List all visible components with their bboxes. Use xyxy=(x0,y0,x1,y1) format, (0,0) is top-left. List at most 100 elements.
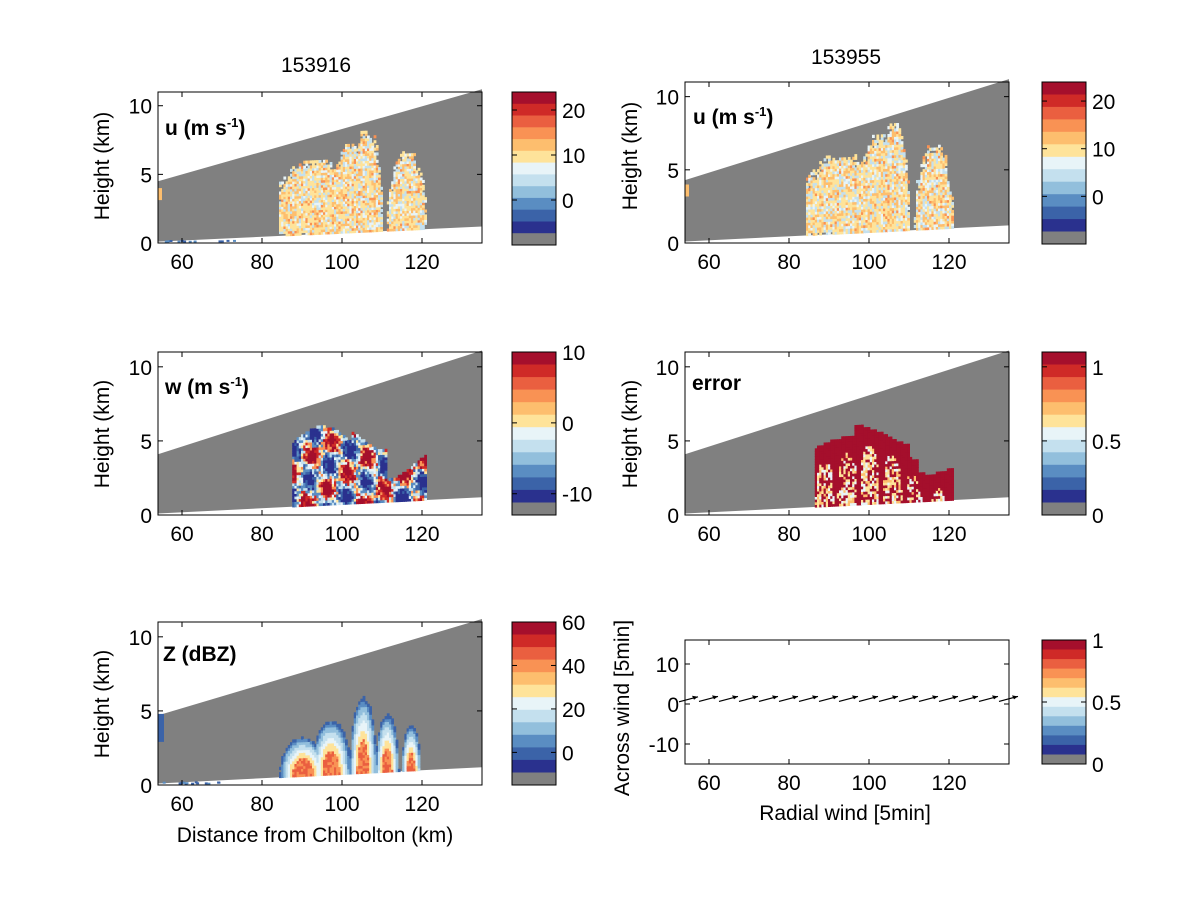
storm-cell xyxy=(867,145,871,149)
storm-cell xyxy=(369,465,372,469)
storm-cell xyxy=(360,500,364,504)
storm-cell xyxy=(900,157,904,161)
storm-cell xyxy=(821,166,825,170)
storm-cell xyxy=(856,214,860,218)
storm-cell xyxy=(362,224,366,228)
x-tick-label: 120 xyxy=(931,251,966,274)
storm-cell xyxy=(858,217,862,221)
storm-cell xyxy=(891,226,895,230)
storm-cell xyxy=(367,177,370,181)
storm-cell xyxy=(298,461,302,465)
storm-cell xyxy=(342,171,346,175)
storm-cell xyxy=(369,212,372,216)
storm-cell xyxy=(863,187,866,192)
storm-cell xyxy=(404,170,408,174)
storm-cell xyxy=(336,472,339,476)
storm-cell xyxy=(894,136,897,140)
storm-cell xyxy=(905,206,908,211)
storm-cell xyxy=(375,486,379,490)
storm-cell xyxy=(349,445,353,449)
storm-cell xyxy=(922,156,926,160)
storm-cell xyxy=(408,180,412,184)
storm-cell xyxy=(929,176,932,180)
storm-cell xyxy=(918,222,921,226)
storm-cell xyxy=(292,225,295,229)
storm-cell xyxy=(323,454,326,458)
storm-cell xyxy=(345,171,348,175)
storm-cell xyxy=(393,193,397,197)
storm-cell xyxy=(839,189,842,193)
storm-cell xyxy=(843,196,847,200)
storm-cell xyxy=(281,211,284,215)
storm-cell xyxy=(935,223,939,227)
storm-cell xyxy=(338,483,342,487)
storm-cell xyxy=(373,462,377,466)
storm-cell xyxy=(852,228,855,232)
storm-cell xyxy=(301,190,304,194)
storm-cell xyxy=(867,150,871,154)
storm-cell xyxy=(314,497,317,501)
storm-cell xyxy=(294,178,298,182)
storm-cell xyxy=(406,180,410,184)
storm-cell xyxy=(307,490,311,494)
colorbar-segment xyxy=(1042,144,1086,158)
storm-cell xyxy=(812,211,816,215)
storm-cell xyxy=(318,494,322,499)
storm-cell xyxy=(828,184,831,188)
storm-cell xyxy=(942,207,946,211)
storm-cell xyxy=(349,450,353,454)
storm-cell xyxy=(898,188,902,192)
storm-cell xyxy=(933,208,937,212)
storm-cell xyxy=(364,207,368,211)
storm-cell xyxy=(378,204,381,208)
storm-cell xyxy=(305,192,309,196)
storm-cell xyxy=(814,203,818,207)
storm-cell xyxy=(318,425,322,429)
storm-cell xyxy=(373,155,377,159)
storm-cell xyxy=(329,218,333,222)
storm-cell xyxy=(819,200,822,204)
storm-cell xyxy=(316,462,320,467)
storm-cell xyxy=(878,152,882,157)
storm-cell xyxy=(830,176,833,180)
storm-cell xyxy=(283,230,287,234)
storm-cell xyxy=(887,168,891,172)
storm-cell xyxy=(942,160,946,164)
storm-cell xyxy=(345,448,348,452)
storm-cell xyxy=(819,211,822,215)
storm-cell xyxy=(309,187,313,191)
storm-cell xyxy=(404,163,408,167)
storm-cell xyxy=(406,210,410,214)
storm-cell xyxy=(876,176,880,180)
storm-cell xyxy=(935,210,939,214)
storm-cell xyxy=(841,170,844,174)
storm-cell xyxy=(902,149,906,153)
storm-cell xyxy=(336,203,339,207)
storm-cell xyxy=(380,204,383,208)
storm-cell xyxy=(305,173,309,177)
storm-cell xyxy=(885,200,888,204)
storm-cell xyxy=(364,457,368,462)
storm-cell xyxy=(810,206,814,210)
storm-cell xyxy=(329,496,333,501)
storm-cell xyxy=(351,198,355,202)
storm-cell xyxy=(305,217,309,221)
storm-cell xyxy=(305,227,309,231)
storm-cell xyxy=(841,186,844,190)
storm-cell xyxy=(389,206,392,210)
storm-cell xyxy=(325,473,328,477)
storm-cell xyxy=(417,199,421,203)
storm-cell xyxy=(887,228,891,232)
storm-cell xyxy=(413,185,416,189)
storm-cell xyxy=(384,448,388,453)
storm-cell xyxy=(935,157,939,162)
storm-cell xyxy=(356,495,359,499)
storm-cell xyxy=(369,219,372,223)
storm-cell xyxy=(863,193,866,197)
storm-cell xyxy=(834,213,838,217)
storm-cell xyxy=(358,484,361,489)
storm-cell xyxy=(854,230,858,234)
storm-cell xyxy=(303,212,306,216)
storm-cell xyxy=(933,168,937,172)
storm-cell xyxy=(832,215,836,219)
